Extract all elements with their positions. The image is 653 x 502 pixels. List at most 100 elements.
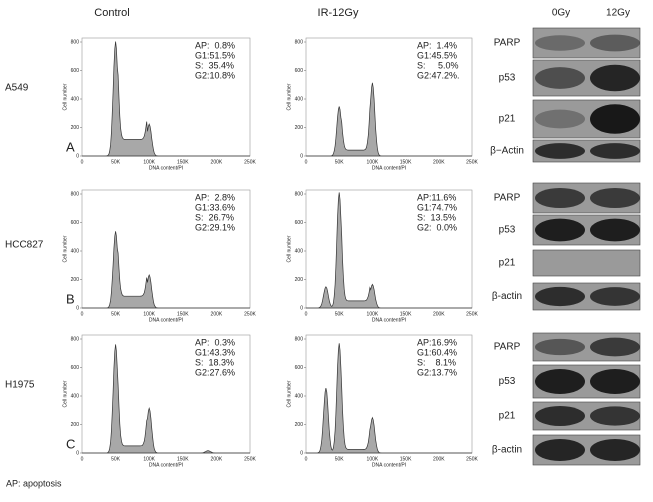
band — [590, 34, 640, 52]
y-tick-label: 800 — [295, 191, 304, 197]
y-tick-label: 600 — [71, 220, 80, 226]
footnote: AP: apoptosis — [6, 478, 62, 488]
x-tick-label: 50K — [111, 159, 121, 165]
blot-label: PARP — [494, 342, 521, 353]
band — [590, 438, 640, 462]
stat-line: G2:29.1% — [195, 222, 235, 232]
y-tick-label: 200 — [71, 125, 80, 131]
y-axis-label: Cell number — [286, 83, 292, 110]
x-tick-label: 100K — [143, 159, 155, 165]
stat-line: AP: 2.8% — [195, 192, 235, 202]
y-tick-label: 400 — [71, 96, 80, 102]
band — [590, 218, 640, 242]
plot-frame — [81, 37, 251, 157]
cell-line-label: A549 — [5, 83, 29, 94]
x-tick-label: 250K — [466, 456, 478, 462]
y-tick-label: 200 — [295, 422, 304, 428]
stat-line: S: 18.3% — [195, 357, 234, 367]
y-tick-label: 800 — [71, 191, 80, 197]
band — [590, 143, 640, 159]
band — [535, 67, 585, 89]
x-tick-label: 150K — [177, 311, 189, 317]
y-tick-label: 600 — [295, 68, 304, 74]
band — [535, 338, 585, 356]
blot-label: p21 — [499, 411, 516, 422]
y-tick-label: 800 — [295, 39, 304, 45]
y-tick-label: 800 — [71, 336, 80, 342]
x-tick-label: 50K — [111, 456, 121, 462]
y-tick-label: 0 — [76, 305, 79, 311]
band — [535, 438, 585, 462]
y-axis-label: Cell number — [286, 235, 292, 262]
histogram — [82, 344, 250, 454]
y-axis-label: Cell number — [286, 380, 292, 407]
band — [590, 369, 640, 394]
band — [590, 187, 640, 209]
stat-line: G1:45.5% — [417, 50, 457, 60]
x-axis-label: DNA content/PI — [372, 165, 406, 171]
stat-line: G2:10.8% — [195, 70, 235, 80]
stat-line: AP: 0.3% — [195, 337, 235, 347]
stat-line: G1:33.6% — [195, 202, 235, 212]
stat-line: AP:11.6% — [417, 192, 456, 202]
x-axis-label: DNA content/PI — [149, 462, 183, 468]
plot-frame — [305, 37, 473, 157]
blot-label: p53 — [499, 376, 516, 387]
band — [590, 104, 640, 134]
x-axis-label: DNA content/PI — [149, 317, 183, 323]
y-axis-label: Cell number — [62, 83, 68, 110]
y-tick-label: 400 — [71, 248, 80, 254]
x-tick-label: 100K — [143, 456, 155, 462]
stat-line: G2:27.6% — [195, 367, 235, 377]
x-tick-label: 0 — [81, 311, 84, 317]
stat-line: AP: 0.8% — [195, 40, 235, 50]
band — [535, 406, 585, 426]
blot-label: PARP — [494, 193, 521, 204]
y-tick-label: 600 — [295, 220, 304, 226]
blot-label: p21 — [499, 258, 516, 269]
x-tick-label: 50K — [111, 311, 121, 317]
y-tick-label: 200 — [71, 422, 80, 428]
x-tick-label: 250K — [244, 159, 256, 165]
y-tick-label: 0 — [76, 450, 79, 456]
cell-line-label: H1975 — [5, 380, 35, 391]
stat-line: G2: 0.0% — [417, 222, 457, 232]
y-tick-label: 200 — [295, 277, 304, 283]
y-tick-label: 400 — [295, 393, 304, 399]
band — [590, 337, 640, 357]
band — [535, 143, 585, 159]
condition-header: Control — [94, 7, 129, 19]
y-axis-label: Cell number — [62, 235, 68, 262]
blot-label: p53 — [499, 73, 516, 84]
y-tick-label: 800 — [71, 39, 80, 45]
panel-letter: C — [66, 436, 75, 451]
y-tick-label: 400 — [295, 248, 304, 254]
y-tick-label: 200 — [295, 125, 304, 131]
x-tick-label: 250K — [466, 311, 478, 317]
x-tick-label: 200K — [433, 456, 445, 462]
histogram — [306, 192, 472, 309]
band — [590, 287, 640, 306]
x-tick-label: 200K — [433, 311, 445, 317]
dose-header: 0Gy — [552, 8, 570, 19]
stat-line: S: 35.4% — [195, 60, 234, 70]
y-tick-label: 600 — [295, 365, 304, 371]
blot — [532, 27, 641, 59]
panel-letter: A — [66, 139, 75, 154]
x-axis-label: DNA content/PI — [372, 317, 406, 323]
y-tick-label: 400 — [295, 96, 304, 102]
x-tick-label: 200K — [211, 159, 223, 165]
x-axis-label: DNA content/PI — [372, 462, 406, 468]
x-tick-label: 100K — [367, 311, 379, 317]
x-tick-label: 250K — [466, 159, 478, 165]
blot-label: p53 — [499, 225, 516, 236]
x-tick-label: 0 — [305, 456, 308, 462]
x-tick-label: 100K — [367, 456, 379, 462]
band — [590, 406, 640, 426]
x-tick-label: 0 — [305, 311, 308, 317]
y-tick-label: 600 — [71, 68, 80, 74]
band — [535, 35, 585, 51]
dose-header: 12Gy — [606, 8, 630, 19]
x-tick-label: 150K — [400, 159, 412, 165]
